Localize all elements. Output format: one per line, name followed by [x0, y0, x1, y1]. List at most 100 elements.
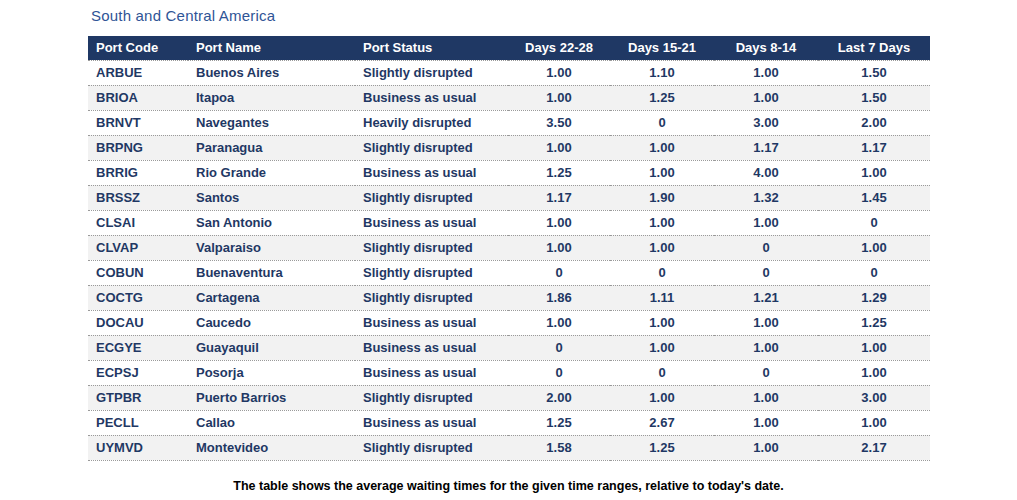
column-header-days-22-28: Days 22-28 — [508, 36, 610, 60]
port-status-cell: Slightly disrupted — [355, 235, 508, 260]
port-name-cell: Navegantes — [188, 110, 355, 135]
port-code-cell: ECPSJ — [88, 360, 188, 385]
column-header-port-status: Port Status — [355, 36, 508, 60]
days-15-21-cell: 1.00 — [610, 385, 714, 410]
port-name-cell: Caucedo — [188, 310, 355, 335]
days-22-28-cell: 0 — [508, 260, 610, 285]
port-name-cell: Buenos Aires — [188, 60, 355, 85]
days-22-28-cell: 1.00 — [508, 235, 610, 260]
port-status-cell: Business as usual — [355, 310, 508, 335]
column-header-port-code: Port Code — [88, 36, 188, 60]
days-22-28-cell: 1.25 — [508, 160, 610, 185]
last-7-days-cell: 1.45 — [818, 185, 930, 210]
days-15-21-cell: 1.10 — [610, 60, 714, 85]
last-7-days-cell: 0 — [818, 260, 930, 285]
last-7-days-cell: 1.00 — [818, 360, 930, 385]
port-name-cell: Valparaiso — [188, 235, 355, 260]
days-15-21-cell: 1.00 — [610, 135, 714, 160]
days-8-14-cell: 1.21 — [714, 285, 818, 310]
table-row: ECPSJPosorjaBusiness as usual0001.00 — [88, 360, 930, 385]
table-row: GTPBRPuerto BarriosSlightly disrupted2.0… — [88, 385, 930, 410]
port-name-cell: Buenaventura — [188, 260, 355, 285]
days-22-28-cell: 1.00 — [508, 135, 610, 160]
days-15-21-cell: 0 — [610, 110, 714, 135]
port-status-cell: Business as usual — [355, 410, 508, 435]
port-name-cell: Posorja — [188, 360, 355, 385]
port-code-cell: PECLL — [88, 410, 188, 435]
last-7-days-cell: 1.00 — [818, 160, 930, 185]
port-code-cell: BRSSZ — [88, 185, 188, 210]
last-7-days-cell: 2.00 — [818, 110, 930, 135]
port-code-cell: CLSAI — [88, 210, 188, 235]
port-code-cell: BRIOA — [88, 85, 188, 110]
days-8-14-cell: 1.00 — [714, 435, 818, 460]
days-8-14-cell: 1.00 — [714, 385, 818, 410]
days-8-14-cell: 4.00 — [714, 160, 818, 185]
report-page: South and Central America Port CodePort … — [0, 0, 1017, 500]
port-code-cell: BRPNG — [88, 135, 188, 160]
port-status-cell: Slightly disrupted — [355, 260, 508, 285]
days-15-21-cell: 1.25 — [610, 435, 714, 460]
table-row: PECLLCallaoBusiness as usual1.252.671.00… — [88, 410, 930, 435]
days-15-21-cell: 1.00 — [610, 210, 714, 235]
days-22-28-cell: 1.86 — [508, 285, 610, 310]
port-status-cell: Business as usual — [355, 335, 508, 360]
days-22-28-cell: 1.17 — [508, 185, 610, 210]
days-15-21-cell: 1.25 — [610, 85, 714, 110]
column-header-days-15-21: Days 15-21 — [610, 36, 714, 60]
port-name-cell: Guayaquil — [188, 335, 355, 360]
column-header-last-7-days: Last 7 Days — [818, 36, 930, 60]
days-22-28-cell: 1.00 — [508, 310, 610, 335]
table-row: CLVAPValparaisoSlightly disrupted1.001.0… — [88, 235, 930, 260]
table-header-row: Port CodePort NamePort StatusDays 22-28D… — [88, 36, 930, 60]
column-header-days-8-14: Days 8-14 — [714, 36, 818, 60]
table-row: ARBUEBuenos AiresSlightly disrupted1.001… — [88, 60, 930, 85]
days-8-14-cell: 1.00 — [714, 60, 818, 85]
last-7-days-cell: 0 — [818, 210, 930, 235]
port-status-cell: Slightly disrupted — [355, 435, 508, 460]
port-name-cell: Santos — [188, 185, 355, 210]
days-8-14-cell: 0 — [714, 235, 818, 260]
table-row: COCTGCartagenaSlightly disrupted1.861.11… — [88, 285, 930, 310]
port-status-cell: Slightly disrupted — [355, 185, 508, 210]
table-row: CLSAISan AntonioBusiness as usual1.001.0… — [88, 210, 930, 235]
port-status-cell: Business as usual — [355, 85, 508, 110]
port-code-cell: COBUN — [88, 260, 188, 285]
port-status-cell: Business as usual — [355, 360, 508, 385]
days-15-21-cell: 2.67 — [610, 410, 714, 435]
last-7-days-cell: 1.50 — [818, 85, 930, 110]
table-row: ECGYEGuayaquilBusiness as usual01.001.00… — [88, 335, 930, 360]
table-header: Port CodePort NamePort StatusDays 22-28D… — [88, 36, 930, 60]
port-status-cell: Slightly disrupted — [355, 285, 508, 310]
table-row: BRRIGRio GrandeBusiness as usual1.251.00… — [88, 160, 930, 185]
last-7-days-cell: 1.25 — [818, 310, 930, 335]
port-code-cell: DOCAU — [88, 310, 188, 335]
days-22-28-cell: 2.00 — [508, 385, 610, 410]
port-code-cell: ARBUE — [88, 60, 188, 85]
port-name-cell: Cartagena — [188, 285, 355, 310]
table-caption: The table shows the average waiting time… — [0, 479, 1017, 493]
days-15-21-cell: 1.00 — [610, 235, 714, 260]
port-name-cell: Callao — [188, 410, 355, 435]
column-header-port-name: Port Name — [188, 36, 355, 60]
days-22-28-cell: 0 — [508, 360, 610, 385]
last-7-days-cell: 1.00 — [818, 335, 930, 360]
last-7-days-cell: 1.00 — [818, 410, 930, 435]
days-8-14-cell: 1.00 — [714, 85, 818, 110]
port-status-cell: Heavily disrupted — [355, 110, 508, 135]
port-status-cell: Business as usual — [355, 160, 508, 185]
port-code-cell: BRRIG — [88, 160, 188, 185]
days-15-21-cell: 1.00 — [610, 160, 714, 185]
port-name-cell: San Antonio — [188, 210, 355, 235]
last-7-days-cell: 1.17 — [818, 135, 930, 160]
last-7-days-cell: 1.29 — [818, 285, 930, 310]
days-22-28-cell: 1.00 — [508, 85, 610, 110]
port-status-cell: Slightly disrupted — [355, 135, 508, 160]
days-8-14-cell: 1.00 — [714, 210, 818, 235]
days-15-21-cell: 1.90 — [610, 185, 714, 210]
days-15-21-cell: 1.00 — [610, 310, 714, 335]
days-15-21-cell: 0 — [610, 260, 714, 285]
days-22-28-cell: 3.50 — [508, 110, 610, 135]
days-8-14-cell: 0 — [714, 360, 818, 385]
days-15-21-cell: 1.11 — [610, 285, 714, 310]
